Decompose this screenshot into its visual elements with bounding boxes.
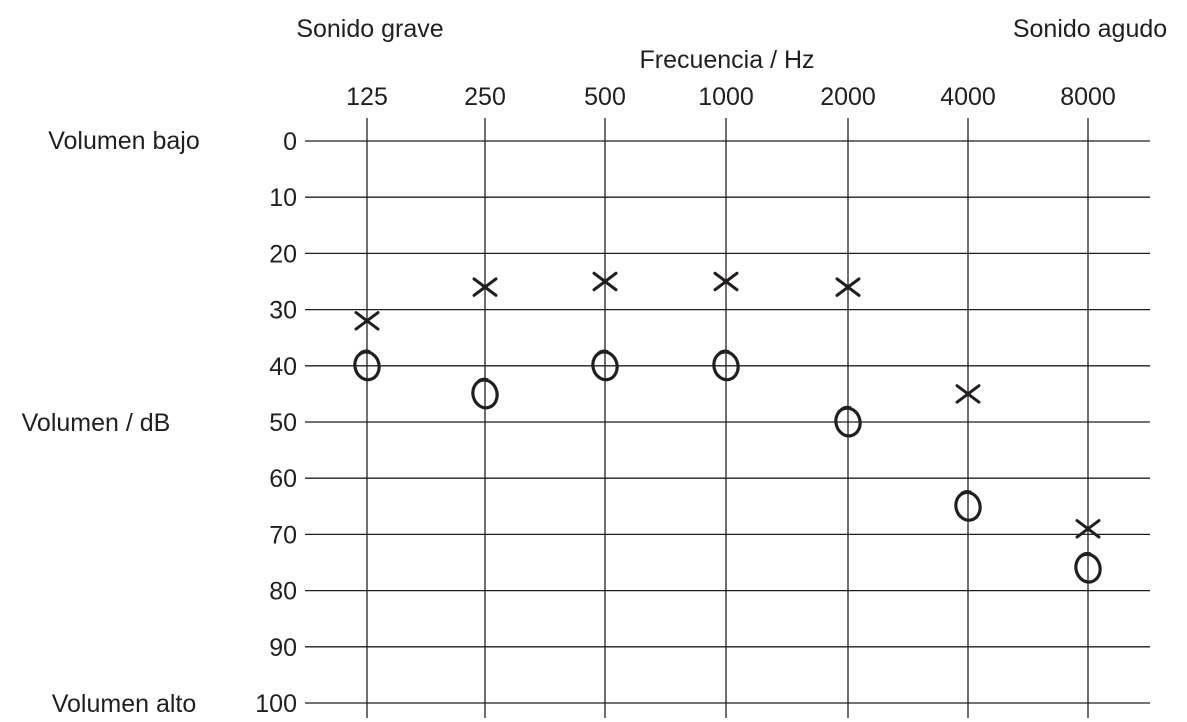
mark-o-point	[591, 349, 619, 382]
y-tick-label: 0	[283, 128, 297, 156]
x-tick-label: 1000	[698, 83, 754, 111]
y-label-high-volume: Volumen alto	[52, 690, 197, 718]
mark-x-point	[713, 271, 739, 292]
y-tick-label: 60	[269, 465, 297, 493]
y-tick-label: 30	[269, 297, 297, 325]
grid	[305, 118, 1150, 718]
mark-o-point	[471, 377, 499, 410]
y-label-low-volume: Volumen bajo	[48, 127, 200, 155]
mark-x-point	[955, 384, 981, 404]
x-tick-label: 4000	[940, 83, 996, 111]
corner-label-low-pitch: Sonido grave	[296, 15, 443, 43]
y-tick-label: 10	[269, 184, 297, 212]
mark-x-point	[592, 271, 618, 292]
mark-x-point	[1075, 519, 1101, 539]
x-tick-label: 2000	[820, 83, 876, 111]
x-tick-label: 500	[584, 83, 626, 111]
mark-o-point	[834, 405, 862, 438]
tick-labels: 0 10 20 30 40 50 60 70 80 90 100 125 250 500 1000 2000 4…	[255, 83, 1116, 718]
mark-o-point	[353, 349, 381, 382]
x-tick-label: 8000	[1060, 83, 1116, 111]
mark-o-point	[954, 490, 982, 522]
mark-x-point	[354, 311, 380, 331]
y-axis-title: Volumen / dB	[22, 409, 171, 437]
y-tick-label: 50	[269, 409, 297, 437]
x-tick-label: 125	[346, 83, 388, 111]
mark-x-point	[835, 277, 861, 297]
x-tick-label: 250	[464, 83, 506, 111]
x-axis-title: Frecuencia / Hz	[639, 46, 814, 74]
mark-x-point	[472, 277, 498, 297]
y-tick-label: 20	[269, 240, 297, 268]
y-tick-label: 70	[269, 521, 297, 549]
y-tick-label: 40	[269, 353, 297, 381]
mark-o-point	[1074, 551, 1102, 584]
corner-label-high-pitch: Sonido agudo	[1013, 15, 1167, 43]
y-tick-label: 100	[255, 690, 297, 718]
y-tick-label: 90	[269, 634, 297, 662]
mark-o-point	[712, 349, 740, 382]
data-marks	[353, 271, 1102, 584]
y-tick-label: 80	[269, 578, 297, 606]
